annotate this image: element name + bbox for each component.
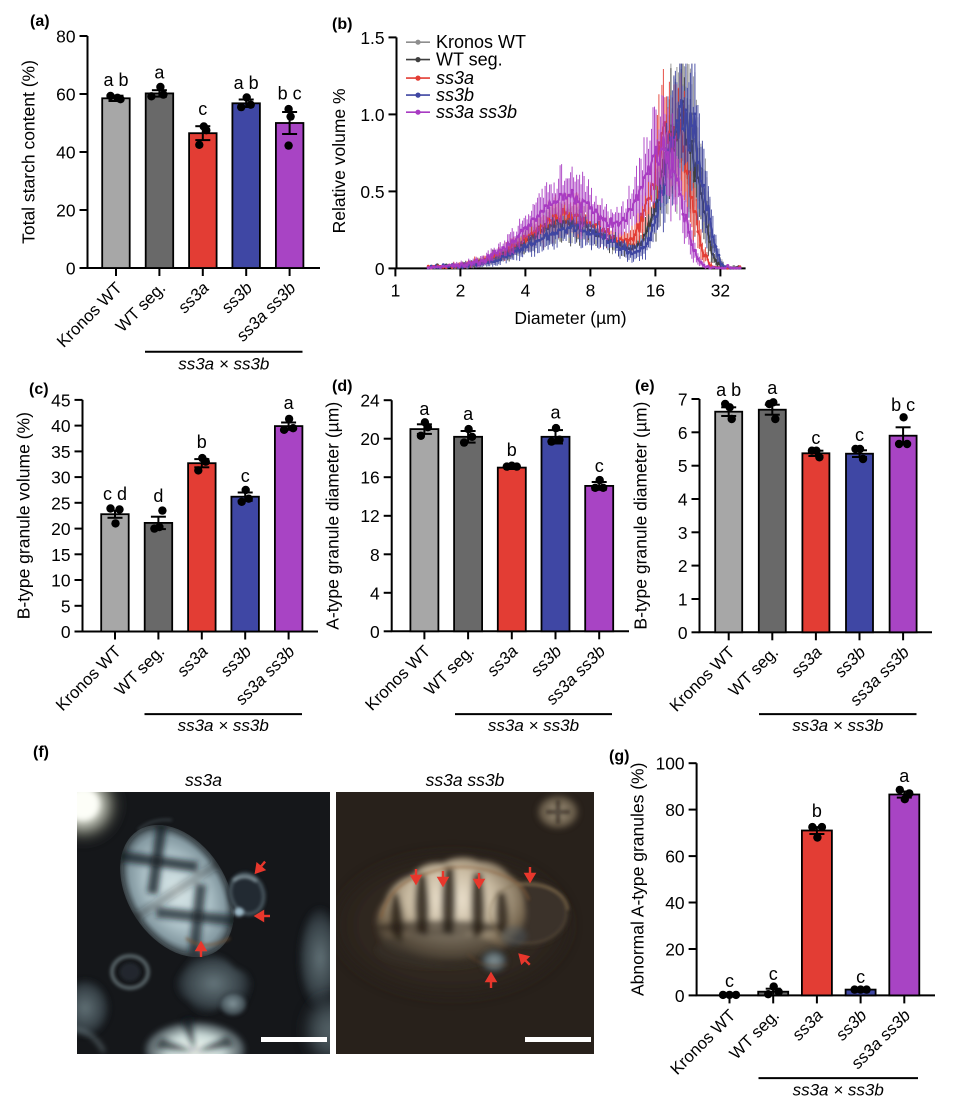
svg-text:(b): (b) [332, 16, 352, 33]
svg-text:20: 20 [665, 940, 684, 960]
svg-text:(f): (f) [33, 744, 49, 761]
svg-text:20: 20 [360, 429, 379, 449]
svg-text:5: 5 [678, 456, 688, 476]
svg-text:0: 0 [375, 259, 385, 279]
svg-text:100: 100 [656, 754, 685, 774]
svg-text:10: 10 [51, 571, 70, 591]
svg-text:4: 4 [521, 280, 531, 300]
svg-text:Diameter (µm): Diameter (µm) [514, 308, 626, 328]
svg-text:b c: b c [278, 84, 302, 104]
svg-text:c: c [769, 964, 778, 984]
svg-text:16: 16 [360, 468, 379, 488]
svg-text:b: b [812, 801, 822, 821]
svg-text:7: 7 [678, 390, 688, 410]
svg-text:c: c [856, 967, 865, 987]
svg-text:c: c [595, 456, 604, 476]
svg-text:45: 45 [51, 390, 70, 410]
svg-text:Total starch content (%): Total starch content (%) [19, 60, 39, 244]
svg-text:6: 6 [678, 423, 688, 443]
svg-text:c: c [811, 428, 820, 448]
svg-text:1: 1 [678, 590, 688, 610]
svg-text:15: 15 [51, 545, 70, 565]
svg-text:A-type granule diameter (µm): A-type granule diameter (µm) [323, 402, 343, 630]
svg-text:b: b [197, 432, 207, 452]
svg-text:0.5: 0.5 [360, 182, 384, 202]
svg-text:ss3a ss3b: ss3a ss3b [436, 102, 517, 122]
svg-text:c: c [198, 99, 207, 119]
svg-text:b: b [507, 440, 517, 460]
svg-text:60: 60 [56, 85, 75, 105]
svg-text:ss3a: ss3a [436, 68, 474, 88]
svg-text:(a): (a) [30, 13, 50, 30]
svg-text:Abnormal A-type granules (%): Abnormal A-type granules (%) [628, 763, 648, 996]
svg-text:a: a [419, 399, 430, 419]
svg-text:a: a [463, 404, 474, 424]
svg-text:1: 1 [391, 280, 401, 300]
svg-text:c: c [855, 425, 864, 445]
svg-text:60: 60 [665, 847, 684, 867]
svg-text:0: 0 [675, 986, 685, 1006]
svg-text:25: 25 [51, 493, 70, 513]
svg-text:ss3a × ss3b: ss3a × ss3b [792, 716, 883, 735]
svg-text:c: c [241, 466, 250, 486]
svg-text:B-type granule diameter (µm): B-type granule diameter (µm) [631, 402, 651, 630]
svg-text:ss3b: ss3b [436, 85, 474, 105]
svg-text:ss3a × ss3b: ss3a × ss3b [793, 1081, 884, 1100]
svg-text:d: d [153, 486, 163, 506]
svg-text:8: 8 [586, 280, 596, 300]
svg-text:B-type granule volume (%): B-type granule volume (%) [14, 412, 34, 619]
svg-text:30: 30 [51, 468, 70, 488]
svg-text:20: 20 [56, 201, 75, 221]
svg-text:Kronos WT: Kronos WT [436, 32, 526, 52]
svg-text:a b: a b [234, 73, 259, 93]
svg-text:4: 4 [370, 583, 380, 603]
svg-text:1.0: 1.0 [360, 105, 384, 125]
svg-text:a b: a b [103, 70, 128, 90]
svg-text:ss3a: ss3a [185, 770, 222, 790]
svg-text:0: 0 [678, 623, 688, 643]
svg-text:(d): (d) [332, 378, 352, 395]
svg-text:12: 12 [360, 506, 379, 526]
svg-text:20: 20 [51, 519, 70, 539]
svg-text:40: 40 [51, 416, 70, 436]
svg-text:b c: b c [891, 395, 915, 415]
svg-text:ss3a × ss3b: ss3a × ss3b [488, 716, 579, 735]
svg-text:a: a [284, 393, 295, 413]
svg-text:(c): (c) [29, 381, 49, 398]
svg-text:32: 32 [711, 280, 730, 300]
svg-text:Relative volume %: Relative volume % [329, 88, 349, 233]
svg-text:2: 2 [456, 280, 466, 300]
svg-text:c: c [725, 971, 734, 991]
svg-text:WT seg.: WT seg. [436, 50, 503, 70]
svg-text:5: 5 [61, 596, 71, 616]
svg-text:3: 3 [678, 523, 688, 543]
svg-text:ss3a × ss3b: ss3a × ss3b [178, 355, 269, 374]
svg-text:16: 16 [646, 280, 665, 300]
svg-text:0: 0 [61, 622, 71, 642]
svg-text:a: a [550, 403, 561, 423]
svg-text:0: 0 [66, 259, 76, 279]
svg-text:a: a [899, 766, 910, 786]
svg-text:a b: a b [716, 380, 741, 400]
svg-text:2: 2 [678, 556, 688, 576]
svg-text:80: 80 [665, 800, 684, 820]
svg-text:a: a [767, 378, 778, 398]
svg-text:35: 35 [51, 442, 70, 462]
svg-text:4: 4 [678, 490, 688, 510]
svg-text:ss3a ss3b: ss3a ss3b [426, 770, 505, 790]
svg-text:40: 40 [56, 143, 75, 163]
svg-text:(e): (e) [635, 378, 655, 395]
svg-text:8: 8 [370, 545, 380, 565]
svg-text:1.5: 1.5 [360, 28, 384, 48]
svg-text:24: 24 [360, 391, 380, 411]
svg-text:a: a [154, 63, 165, 83]
svg-text:(g): (g) [609, 748, 629, 765]
svg-text:c d: c d [103, 484, 127, 504]
svg-text:40: 40 [665, 893, 684, 913]
svg-text:ss3a × ss3b: ss3a × ss3b [178, 716, 269, 735]
svg-text:0: 0 [370, 622, 380, 642]
svg-text:80: 80 [56, 27, 75, 47]
